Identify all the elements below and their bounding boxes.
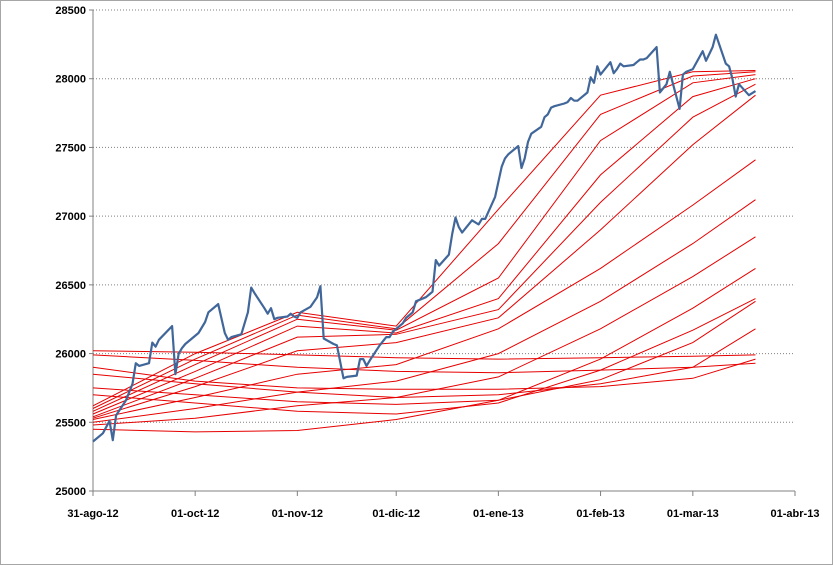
average-line-10 (92, 159, 756, 420)
average-line-2 (92, 350, 756, 360)
y-axis: 25000 25500 26000 26500 27000 27500 28000 28500 (55, 5, 94, 498)
average-line-1 (92, 354, 756, 374)
average-line-6 (92, 298, 756, 415)
y-tick-label-7: 28500 (55, 5, 86, 17)
y-tick-label-0: 25000 (55, 486, 86, 498)
price-line (92, 33, 757, 443)
x-tick-label-4: 01-ene-13 (473, 508, 524, 520)
average-line-3 (92, 358, 756, 390)
average-line-7 (92, 267, 756, 433)
average-line-8 (92, 236, 756, 426)
y-tick-label-3: 26500 (55, 280, 86, 292)
x-tick-label-6: 01-mar-13 (667, 508, 719, 520)
y-tick-label-5: 27500 (55, 142, 86, 154)
x-tick-label-5: 01-feb-13 (576, 508, 624, 520)
y-tick-label-6: 28000 (55, 74, 86, 86)
y-tick-label-4: 27000 (55, 211, 86, 223)
average-line-15 (92, 71, 756, 409)
x-tick-label-2: 01-nov-12 (272, 508, 323, 520)
gridlines (93, 9, 795, 423)
average-line-11 (92, 94, 756, 419)
x-tick-label-1: 01-oct-12 (171, 508, 219, 520)
average-line-16 (92, 70, 756, 407)
x-tick-label-0: 31-ago-12 (67, 508, 118, 520)
average-series-group (92, 70, 756, 433)
average-line-9 (92, 199, 756, 423)
average-line-14 (92, 74, 756, 412)
y-tick-label-1: 25500 (55, 417, 86, 429)
y-tick-label-2: 26000 (55, 349, 86, 361)
average-line-5 (92, 300, 756, 405)
average-line-12 (92, 83, 756, 418)
average-line-4 (92, 328, 756, 399)
price-series-group (92, 33, 757, 443)
x-tick-label-3: 01-dic-12 (372, 508, 420, 520)
x-tick-label-7: 01-abr-13 (771, 508, 820, 520)
average-line-13 (92, 78, 756, 415)
x-axis: 31-ago-12 01-oct-12 01-nov-12 01-dic-12 01-e… (67, 490, 820, 520)
